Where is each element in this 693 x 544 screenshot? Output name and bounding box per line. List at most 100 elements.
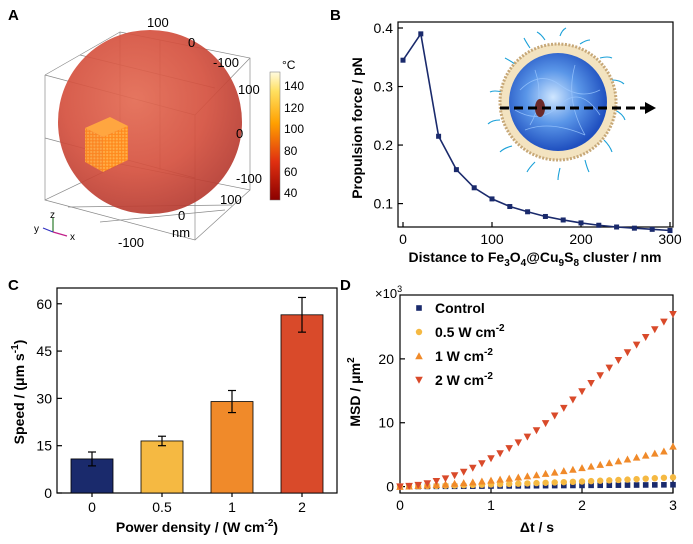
orient-y-label: y <box>34 224 39 235</box>
d-point-3-0 <box>396 483 404 491</box>
orient-z-label: z <box>50 210 55 221</box>
b-ytick-label-1: 0.2 <box>374 137 394 153</box>
d-point-2-23 <box>605 459 614 467</box>
d-point-3-21 <box>587 379 595 387</box>
d-point-2-14 <box>523 472 532 480</box>
d-yl-main: MSD / μm <box>347 363 363 427</box>
b-xl-8: 8 <box>573 258 579 269</box>
d-xtick-label-2: 2 <box>578 497 586 513</box>
d-legend-marker-3 <box>415 376 423 384</box>
d-point-0-21 <box>588 482 594 489</box>
d-x-ticks: 0 1 2 3 <box>396 488 677 513</box>
d-point-1-19 <box>569 478 577 486</box>
b-point-7 <box>525 209 531 215</box>
b-xtick-label-3: 300 <box>658 231 682 247</box>
d-point-2-20 <box>578 464 586 472</box>
colorbar-tick-140: 140 <box>284 79 304 93</box>
d-legend-label-2: 1 W cm-2 <box>435 347 493 364</box>
c-xtick-label-3: 2 <box>298 499 306 515</box>
d-point-3-5 <box>441 475 450 483</box>
d-ytick-label-1: 10 <box>378 415 394 431</box>
d-point-1-29 <box>660 474 668 481</box>
b-point-12 <box>614 224 620 230</box>
b-xl-1: Distance to Fe <box>409 249 505 265</box>
b-y-ticks: 0.1 0.2 0.3 0.4 <box>374 20 403 212</box>
d-point-3-22 <box>596 372 604 380</box>
d-yl-sup: 2 <box>346 357 357 363</box>
c-errorbar-0 <box>88 451 96 467</box>
c-xl-main: Power density / (W cm <box>116 519 265 535</box>
d-point-0-27 <box>642 482 649 488</box>
b-plot-frame <box>397 21 674 228</box>
a-tick-right-3: -100 <box>236 171 262 186</box>
c-xtick-label-0: 0 <box>88 499 96 515</box>
d-point-3-19 <box>569 396 577 404</box>
b-xl-6: 9 <box>559 258 565 269</box>
d-point-2-7 <box>459 479 468 487</box>
b-point-5 <box>489 196 495 202</box>
b-series <box>400 31 673 234</box>
d-point-2-27 <box>641 451 650 459</box>
d-legend-label-3: 2 W cm-2 <box>435 371 493 388</box>
b-xtick-label-2: 200 <box>569 231 593 247</box>
d-point-1-20 <box>578 478 586 485</box>
d-point-2-24 <box>614 457 623 465</box>
b-x-axis-label: Distance to Fe3O4@Cu9S8 cluster / nm <box>409 249 662 269</box>
c-y-ticks: 0 15 30 45 60 <box>36 296 62 501</box>
d-point-3-6 <box>450 472 459 480</box>
d-point-3-13 <box>514 439 523 447</box>
c-yl-end: ) <box>11 340 27 345</box>
d-point-0-30 <box>670 481 676 488</box>
d-point-3-2 <box>414 481 422 489</box>
d-point-3-23 <box>605 364 614 372</box>
c-errorbar-1 <box>158 435 166 447</box>
d-point-2-6 <box>450 479 459 487</box>
b-point-0 <box>400 57 406 63</box>
b-point-14 <box>649 226 655 232</box>
d-legend-marker-0 <box>416 305 422 311</box>
panel-label-c: C <box>8 277 19 294</box>
d-point-2-19 <box>569 465 577 473</box>
d-point-1-18 <box>560 478 567 486</box>
colorbar-tick-40: 40 <box>284 186 298 200</box>
d-point-3-20 <box>578 388 586 396</box>
d-point-0-19 <box>570 482 576 489</box>
b-xtick-label-0: 0 <box>399 231 407 247</box>
d-point-3-10 <box>487 455 495 463</box>
d-point-3-1 <box>405 482 413 490</box>
d-point-2-22 <box>596 460 604 468</box>
b-xl-9: cluster / nm <box>579 249 661 265</box>
b-x-ticks: 0 100 200 300 <box>399 222 682 247</box>
d-point-3-8 <box>469 464 477 472</box>
c-yl-sup: -1 <box>10 344 21 353</box>
a-tick-top-1: 100 <box>147 15 169 30</box>
d-point-3-18 <box>560 404 568 412</box>
a-tick-bottom-2: 0 <box>178 208 185 223</box>
d-point-0-24 <box>615 482 622 488</box>
c-bar-3 <box>280 314 324 494</box>
d-legend-label-0: Control <box>435 300 485 316</box>
d-plot-frame <box>399 294 674 494</box>
c-x-ticks: 0 0.5 1 2 <box>88 493 306 515</box>
d-point-1-26 <box>633 475 640 483</box>
d-point-1-21 <box>587 477 595 485</box>
c-xl-sup: -2 <box>265 518 274 529</box>
b-point-2 <box>436 133 442 139</box>
b-point-4 <box>471 185 477 191</box>
d-point-3-12 <box>505 445 513 453</box>
d-point-1-22 <box>597 477 604 484</box>
d-point-3-14 <box>523 433 532 441</box>
d-point-2-8 <box>469 478 477 486</box>
panel-label-a: A <box>8 7 19 24</box>
colorbar: °C 140 120 100 80 60 40 <box>269 58 304 201</box>
c-ytick-label-0: 0 <box>44 485 52 501</box>
panel-a: A 100 0 -100 100 0 -100 100 0 nm -100 <box>8 7 304 250</box>
d-point-3-29 <box>660 318 668 326</box>
colorbar-tick-120: 120 <box>284 101 304 115</box>
colorbar-tick-80: 80 <box>284 144 298 158</box>
b-point-11 <box>596 222 602 228</box>
d-point-3-30 <box>669 310 677 318</box>
c-bar-1 <box>140 440 184 494</box>
d-point-0-29 <box>661 482 667 488</box>
